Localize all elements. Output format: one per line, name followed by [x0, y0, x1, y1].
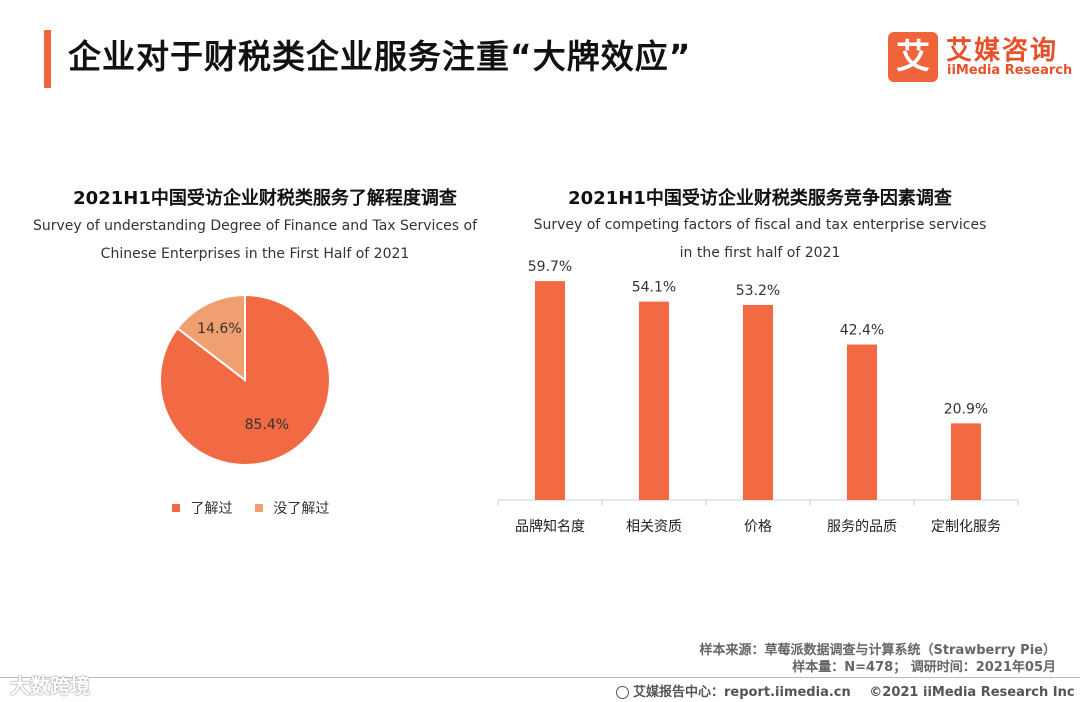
bar-chart-title: 2021H1中国受访企业财税类服务竞争因素调查 [568, 188, 952, 209]
pie-chart-title: 2021H1中国受访企业财税类服务了解程度调查 [73, 188, 457, 209]
bar-category-label-4: 服务的品质 [827, 519, 897, 535]
bar-value-label-3: 53.2% [736, 283, 780, 299]
bar-1 [535, 281, 565, 500]
bar-value-label-2: 54.1% [632, 280, 676, 296]
logo-text-en: iiMedia Research [947, 63, 1073, 78]
pie-slice-2 [176, 293, 246, 383]
pie-legend: 了解过 没了解过 [172, 498, 329, 518]
title-accent-bar [44, 30, 51, 88]
pie-label-1: 85.4% [245, 417, 289, 433]
bar-subtitle-line2: in the first half of 2021 [679, 245, 841, 261]
pie-subtitle-line2: Chinese Enterprises in the First Half of… [100, 246, 410, 262]
legend-label-unknown: 没了解过 [273, 501, 330, 517]
bar-4 [847, 344, 877, 500]
bar-category-label-5: 定制化服务 [931, 519, 1001, 535]
legend-swatch-unknown [254, 504, 263, 512]
watermark: 大数跨境 [10, 674, 90, 698]
sample-note: 样本量：N=478； 调研时间：2021年05月 [792, 660, 1056, 675]
bar-category-label-1: 品牌知名度 [515, 518, 585, 535]
source-note: 样本来源：草莓派数据调查与计算系统（Strawberry Pie） [699, 643, 1056, 658]
brand-logo: 艾 艾媒咨询 iiMedia Research [888, 32, 1073, 82]
bar-value-label-5: 20.9% [944, 401, 988, 417]
globe-icon [616, 686, 629, 699]
bar-subtitle-line1: Survey of competing factors of fiscal an… [533, 217, 987, 233]
report-center-link[interactable]: 艾媒报告中心：report.iimedia.cn [633, 685, 851, 700]
page-title: 企业对于财税类企业服务注重“大牌效应” [68, 37, 692, 76]
legend-swatch-known [172, 504, 180, 512]
bar-category-label-3: 价格 [744, 519, 772, 535]
bar-3 [743, 304, 773, 500]
legend-label-known: 了解过 [190, 501, 233, 517]
bar-value-label-4: 42.4% [840, 323, 884, 339]
pie-chart-subtitle: Survey of understanding Degree of Financ… [20, 212, 490, 268]
logo-mark: 艾 [888, 32, 938, 82]
pie-label-2: 14.6% [197, 321, 241, 337]
bar-5 [951, 423, 981, 500]
bar-chart-subtitle: Survey of competing factors of fiscal an… [500, 211, 1020, 267]
pie-subtitle-line1: Survey of understanding Degree of Financ… [33, 218, 477, 234]
footer-divider [0, 677, 1080, 678]
pie-slice-1 [159, 293, 331, 466]
bar-category-label-2: 相关资质 [626, 519, 682, 535]
copyright: ©2021 iiMedia Research Inc [869, 685, 1075, 700]
footer-bar: 艾媒报告中心：report.iimedia.cn ©2021 iiMedia R… [616, 681, 1075, 700]
bar-2 [639, 301, 669, 500]
logo-text-cn: 艾媒咨询 [946, 36, 1059, 66]
